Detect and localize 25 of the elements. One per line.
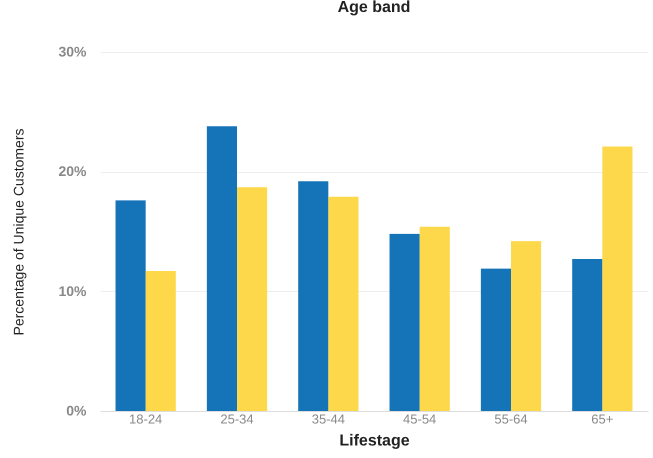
x-tick-label: 55-64 xyxy=(494,412,528,426)
bar xyxy=(328,196,358,411)
bar xyxy=(420,226,450,411)
bar xyxy=(390,234,420,411)
bar xyxy=(116,200,146,411)
bar xyxy=(480,268,511,411)
y-tick-label: 10% xyxy=(58,282,88,299)
x-tick-label: 25-34 xyxy=(220,412,254,426)
bar xyxy=(206,126,237,411)
x-tick-label: 18-24 xyxy=(129,412,162,426)
x-axis-title: Lifestage xyxy=(339,432,410,450)
x-tick-label: 45-54 xyxy=(403,412,436,426)
chart-title: Age band xyxy=(338,0,410,16)
bar xyxy=(237,187,268,411)
bar xyxy=(511,241,542,411)
y-tick-label: 0% xyxy=(66,402,88,418)
y-axis-title: Percentage of Unique Customers xyxy=(10,128,26,336)
y-tick-label: 20% xyxy=(58,163,88,180)
x-tick-label: 35-44 xyxy=(312,412,345,426)
x-tick-label: 65+ xyxy=(591,412,614,426)
bar xyxy=(572,259,602,411)
bar xyxy=(602,146,632,411)
bar xyxy=(298,181,328,411)
bar xyxy=(146,270,176,411)
y-tick-label: 30% xyxy=(58,44,88,60)
